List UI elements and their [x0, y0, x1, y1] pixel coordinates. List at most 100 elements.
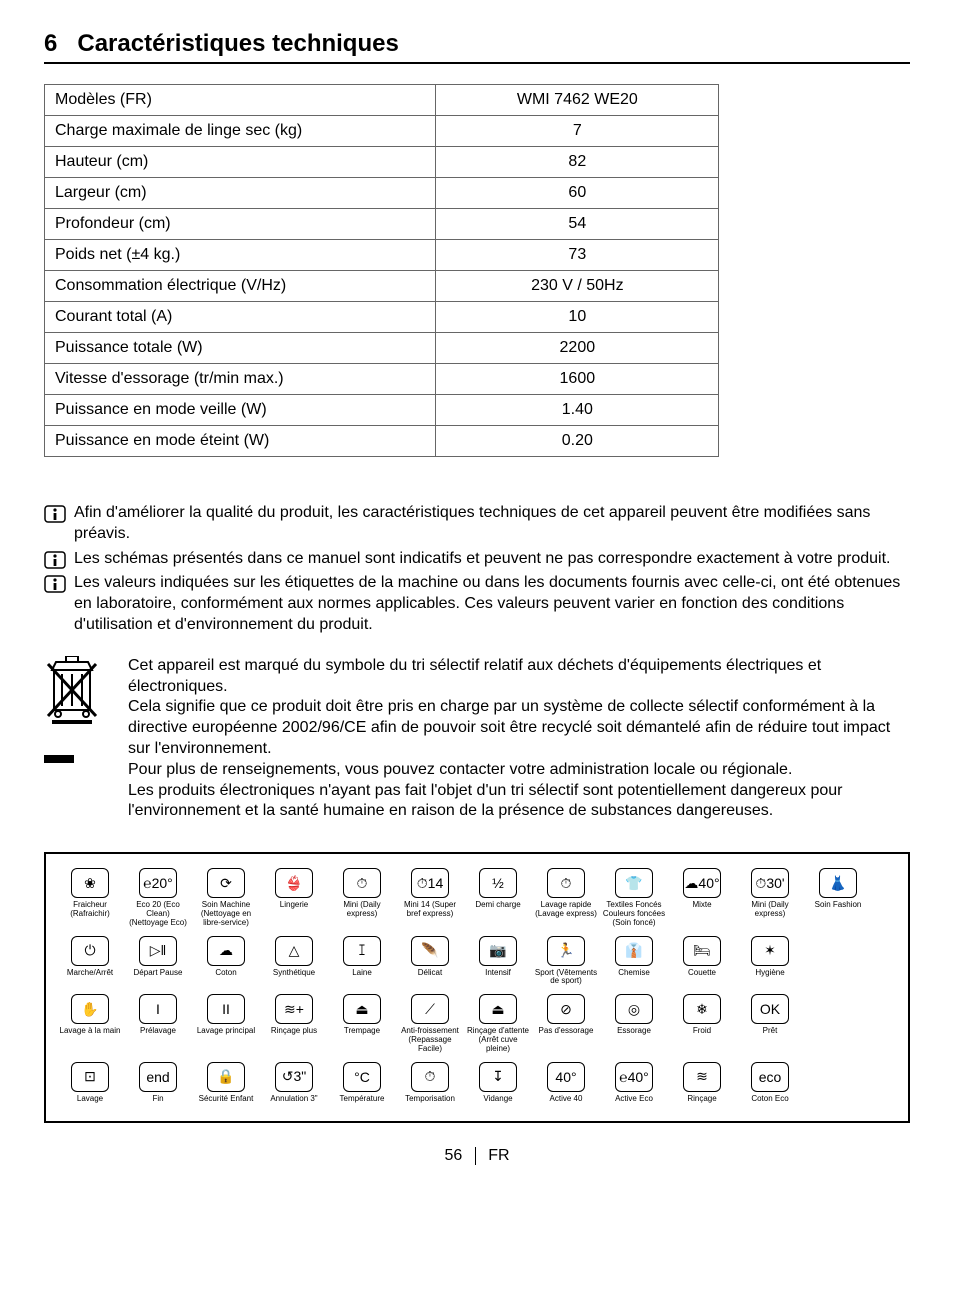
spec-table: Modèles (FR)WMI 7462 WE20Charge maximale… [44, 84, 719, 457]
symbol-label: Trempage [344, 1027, 380, 1036]
symbol-label: Rinçage plus [271, 1027, 317, 1036]
section-title: Caractéristiques techniques [77, 30, 398, 57]
symbol-item: I Prélavage [124, 994, 192, 1053]
symbol-icon: ≋+ [275, 994, 313, 1024]
symbol-icon: ℮20° [139, 868, 177, 898]
symbol-label: Mini 14 (Super bref express) [398, 901, 462, 919]
symbol-item: OK Prêt [736, 994, 804, 1053]
symbol-icon: I [139, 994, 177, 1024]
symbol-icon: ⏱ [343, 868, 381, 898]
symbol-item: 👕 Textiles Foncés Couleurs foncées (Soin … [600, 868, 668, 927]
symbol-item: endFin [124, 1062, 192, 1104]
spec-value: 60 [436, 178, 719, 209]
info-note: Les schémas présentés dans ce manuel son… [44, 549, 910, 570]
symbol-item: ❄ Froid [668, 994, 736, 1053]
spec-value: 54 [436, 209, 719, 240]
symbol-label: Active 40 [550, 1095, 583, 1104]
symbol-label: Rinçage d'attente (Arrêt cuve pleine) [466, 1027, 530, 1053]
symbol-item: ☁40°Mixte [668, 868, 736, 927]
symbol-label: Hygiène [755, 969, 784, 978]
symbol-item: ✶Hygiène [736, 936, 804, 987]
symbol-icon: 👕 [615, 868, 653, 898]
spec-value: WMI 7462 WE20 [436, 85, 719, 116]
symbol-label: Soin Fashion [815, 901, 862, 910]
symbol-legend-panel: ❀Fraicheur (Rafraichir) ℮20° Eco 20 (Eco C… [44, 852, 910, 1123]
spec-label: Charge maximale de linge sec (kg) [45, 116, 436, 147]
symbol-item: △Synthétique [260, 936, 328, 987]
symbol-icon: 🏃 [547, 936, 585, 966]
info-note: Les valeurs indiquées sur les étiquettes… [44, 573, 910, 635]
symbol-item: ⏏ Rinçage d'attente (Arrêt cuve pleine) [464, 994, 532, 1053]
symbol-item: 40° Active 40 [532, 1062, 600, 1104]
symbol-item: 📷Intensif [464, 936, 532, 987]
spec-value: 2200 [436, 333, 719, 364]
weee-bin-icon [44, 656, 114, 763]
symbol-item: ℮40°Active Eco [600, 1062, 668, 1104]
symbol-label: Vidange [483, 1095, 512, 1104]
symbol-icon: ½ [479, 868, 517, 898]
symbol-item: ⏏ Trempage [328, 994, 396, 1053]
symbol-label: Froid [693, 1027, 711, 1036]
symbol-icon: °C [343, 1062, 381, 1092]
symbol-row: ⊡LavageendFin🔒Sécurité Enfant↺3"Annulati… [56, 1062, 898, 1104]
symbol-label: Mixte [692, 901, 711, 910]
symbol-icon: 👙 [275, 868, 313, 898]
symbol-label: Fraicheur (Rafraichir) [58, 901, 122, 919]
symbol-icon: 40° [547, 1062, 585, 1092]
symbol-label: Prêt [763, 1027, 778, 1036]
symbol-icon: ↺3" [275, 1062, 313, 1092]
spec-label: Consommation électrique (V/Hz) [45, 271, 436, 302]
symbol-item: ⊡Lavage [56, 1062, 124, 1104]
symbol-icon: ⏏ [479, 994, 517, 1024]
symbol-item: ✋Lavage à la main [56, 994, 124, 1053]
symbol-item: ⟋Anti-froissement (Repassage Facile) [396, 994, 464, 1053]
symbol-item: 🛏Couette [668, 936, 736, 987]
symbol-icon: ⊡ [71, 1062, 109, 1092]
symbol-icon: ꕯ [343, 936, 381, 966]
spec-label: Modèles (FR) [45, 85, 436, 116]
symbol-icon: ❄ [683, 994, 721, 1024]
spec-value: 1.40 [436, 395, 719, 426]
table-row: Puissance en mode éteint (W)0.20 [45, 426, 719, 457]
symbol-label: Départ Pause [134, 969, 183, 978]
symbol-label: Température [340, 1095, 385, 1104]
symbol-icon: OK [751, 994, 789, 1024]
table-row: Consommation électrique (V/Hz)230 V / 50… [45, 271, 719, 302]
symbol-label: Marche/Arrêt [67, 969, 113, 978]
symbol-label: Temporisation [405, 1095, 455, 1104]
info-note: Afin d'améliorer la qualité du produit, … [44, 503, 910, 545]
symbol-item: ◎Essorage [600, 994, 668, 1053]
symbol-item: ▷‖Départ Pause [124, 936, 192, 987]
symbol-label: Chemise [618, 969, 650, 978]
spec-label: Puissance en mode éteint (W) [45, 426, 436, 457]
info-notes: Afin d'améliorer la qualité du produit, … [44, 503, 910, 636]
symbol-icon: eco [751, 1062, 789, 1092]
symbol-item: ⏱Temporisation [396, 1062, 464, 1104]
symbol-icon: 🛏 [683, 936, 721, 966]
symbol-label: Textiles Foncés Couleurs foncées (Soin f… [602, 901, 666, 927]
symbol-icon: ⏏ [343, 994, 381, 1024]
spec-value: 82 [436, 147, 719, 178]
symbol-icon: 👔 [615, 936, 653, 966]
symbol-item: ⏻Marche/Arrêt [56, 936, 124, 987]
symbol-label: Eco 20 (Eco Clean) (Nettoyage Eco) [126, 901, 190, 927]
symbol-item: IILavage principal [192, 994, 260, 1053]
symbol-label: Intensif [485, 969, 511, 978]
info-icon [44, 575, 66, 593]
symbol-label: Coton Eco [751, 1095, 788, 1104]
symbol-label: Sécurité Enfant [199, 1095, 254, 1104]
table-row: Largeur (cm)60 [45, 178, 719, 209]
table-row: Courant total (A)10 [45, 302, 719, 333]
symbol-item: ⟳Soin Machine (Nettoyage en libre-servic… [192, 868, 260, 927]
symbol-label: Synthétique [273, 969, 315, 978]
symbol-item: 👙Lingerie [260, 868, 328, 927]
symbol-icon: ⊘ [547, 994, 585, 1024]
table-row: Hauteur (cm)82 [45, 147, 719, 178]
symbol-label: Pas d'essorage [539, 1027, 594, 1036]
symbol-item: ❀Fraicheur (Rafraichir) [56, 868, 124, 927]
symbol-label: Prélavage [140, 1027, 176, 1036]
symbol-item: 👗Soin Fashion [804, 868, 872, 927]
info-note-text: Les valeurs indiquées sur les étiquettes… [74, 573, 910, 635]
symbol-item: 🪶Délicat [396, 936, 464, 987]
page-footer: 56 FR [44, 1141, 910, 1165]
